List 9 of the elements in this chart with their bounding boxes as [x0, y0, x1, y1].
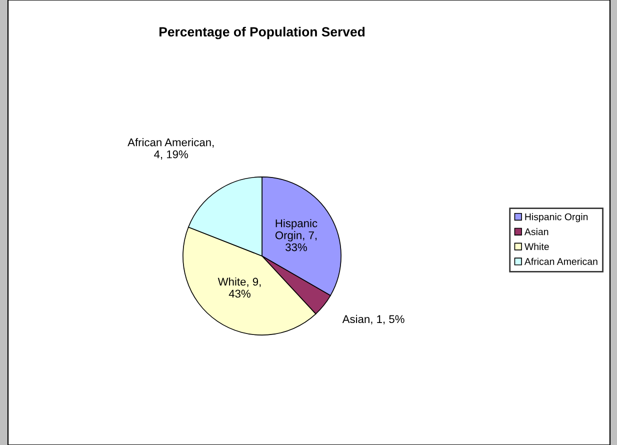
legend-label: White [524, 242, 549, 250]
legend-label: Asian [524, 228, 548, 236]
data-label: White, 9, 43% [218, 277, 261, 298]
legend-label: Hispanic Orgin [525, 213, 588, 222]
data-label: Asian, 1, 5% [342, 314, 404, 324]
data-label: Hispanic Orgin, 7, 33% [275, 219, 318, 252]
legend-label: African American [524, 258, 598, 265]
chart-title: Percentage of Population Served [160, 26, 365, 40]
data-label: African American, 4, 19% [128, 138, 214, 160]
